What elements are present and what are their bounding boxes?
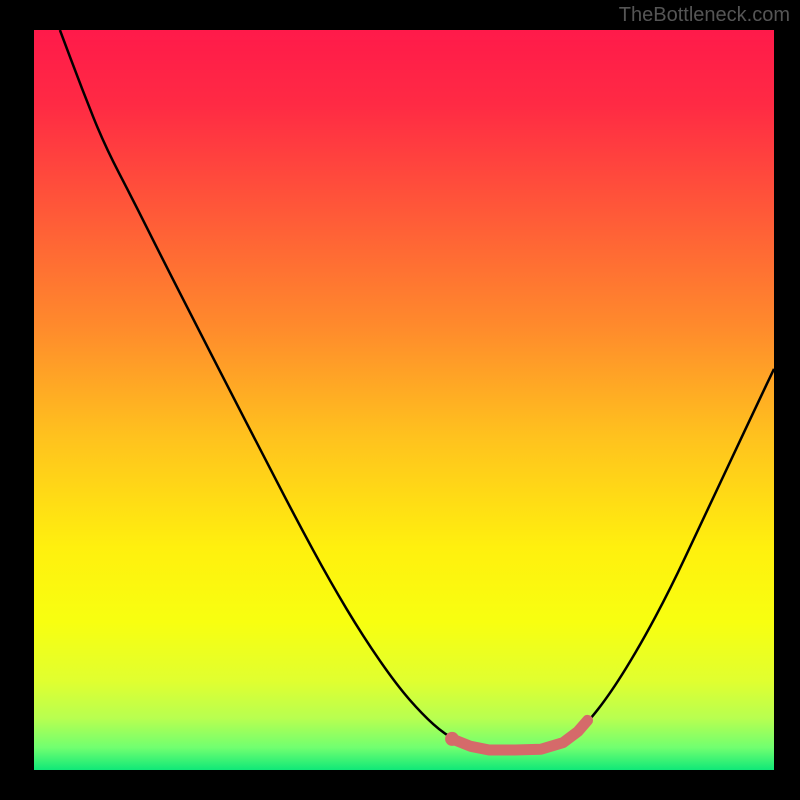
- chart-svg: [34, 30, 774, 770]
- plot-area: [34, 30, 774, 770]
- watermark-text: TheBottleneck.com: [619, 4, 790, 27]
- gradient-background: [34, 30, 774, 770]
- highlight-start-dot: [445, 732, 459, 746]
